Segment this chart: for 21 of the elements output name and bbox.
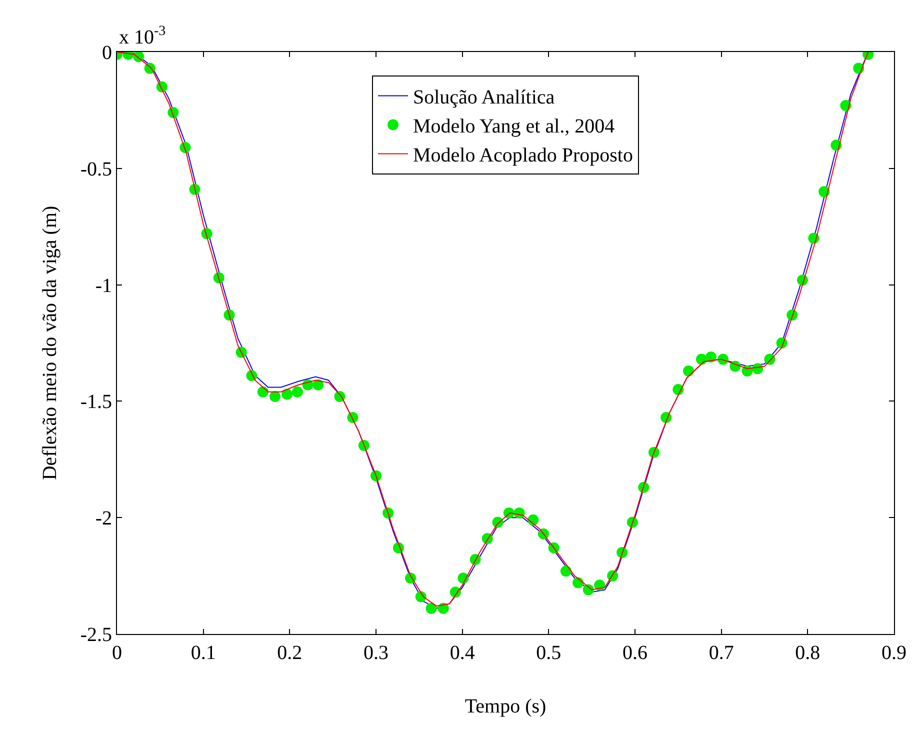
y-tick-label: -0.5	[80, 158, 112, 180]
x-axis-title: Tempo (s)	[464, 696, 546, 718]
text: x 10$^{-3}$	[119, 24, 166, 48]
x-tick-label: 0.7	[708, 642, 734, 664]
y-tick-label: -2	[95, 508, 112, 530]
legend-label: Solução Analítica	[413, 86, 555, 109]
x-tick-label: 0.4	[450, 642, 475, 664]
x-tick-label: 0.5	[536, 642, 562, 664]
legend-label: Modelo Yang et al., 2004	[413, 116, 615, 138]
y-tick-label: -2.5	[80, 624, 112, 646]
y-axis-title: Deflexão meio do vão da viga (m)	[38, 206, 61, 480]
x-tick-label: 0.1	[190, 642, 216, 664]
y-tick-label: -1.5	[80, 391, 112, 414]
x-tick-label: 0.6	[622, 642, 648, 664]
y-tick-label: -1	[95, 274, 112, 297]
legend-label: Modelo Acoplado Proposto	[413, 144, 633, 167]
x-tick-label: 0.2	[277, 642, 302, 664]
x-tick-label: 0.8	[795, 642, 820, 664]
x-tick-label: 0.3	[364, 642, 388, 664]
y-tick-label: 0	[102, 42, 112, 64]
x-tick-label: 0.9	[882, 642, 906, 664]
